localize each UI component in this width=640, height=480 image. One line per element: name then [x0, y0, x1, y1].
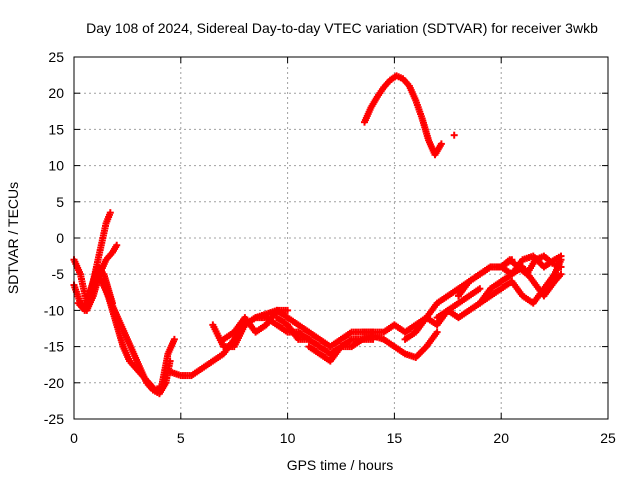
data-point [450, 131, 458, 139]
data-point [106, 209, 114, 217]
x-tick-label: 10 [280, 430, 296, 446]
data-point [284, 306, 292, 314]
axis-ticks: 0 5 10 15 20 25 -25 -20 -15 -10 -5 0 5 10 15 20 25 [44, 49, 616, 446]
y-tick-label: 5 [56, 194, 64, 210]
data-point [113, 241, 121, 249]
data-point [476, 285, 484, 293]
y-tick-label: -25 [44, 411, 64, 427]
y-tick-label: -10 [44, 302, 64, 318]
chart-title: Day 108 of 2024, Sidereal Day-to-day VTE… [86, 20, 598, 36]
y-tick-label: 15 [48, 121, 64, 137]
data-point [433, 328, 441, 336]
x-tick-label: 20 [493, 430, 509, 446]
plot-frame [73, 56, 609, 420]
y-tick-label: -15 [44, 339, 64, 355]
data-point [437, 140, 445, 148]
data-point [557, 270, 565, 278]
y-axis-title: SDTVAR / TECUs [5, 182, 21, 294]
data-points [70, 72, 565, 398]
y-tick-label: 0 [56, 230, 64, 246]
x-tick-label: 0 [70, 430, 78, 446]
x-axis-title: GPS time / hours [287, 457, 394, 473]
x-tick-label: 25 [600, 430, 616, 446]
y-tick-label: 25 [48, 49, 64, 65]
y-tick-label: -20 [44, 375, 64, 391]
y-tick-label: 20 [48, 85, 64, 101]
grid [74, 57, 608, 419]
x-tick-label: 15 [387, 430, 403, 446]
y-tick-label: 10 [48, 158, 64, 174]
x-tick-label: 5 [177, 430, 185, 446]
data-point [170, 335, 178, 343]
data-point [557, 263, 565, 271]
y-tick-label: -5 [52, 266, 65, 282]
data-point [557, 256, 565, 264]
